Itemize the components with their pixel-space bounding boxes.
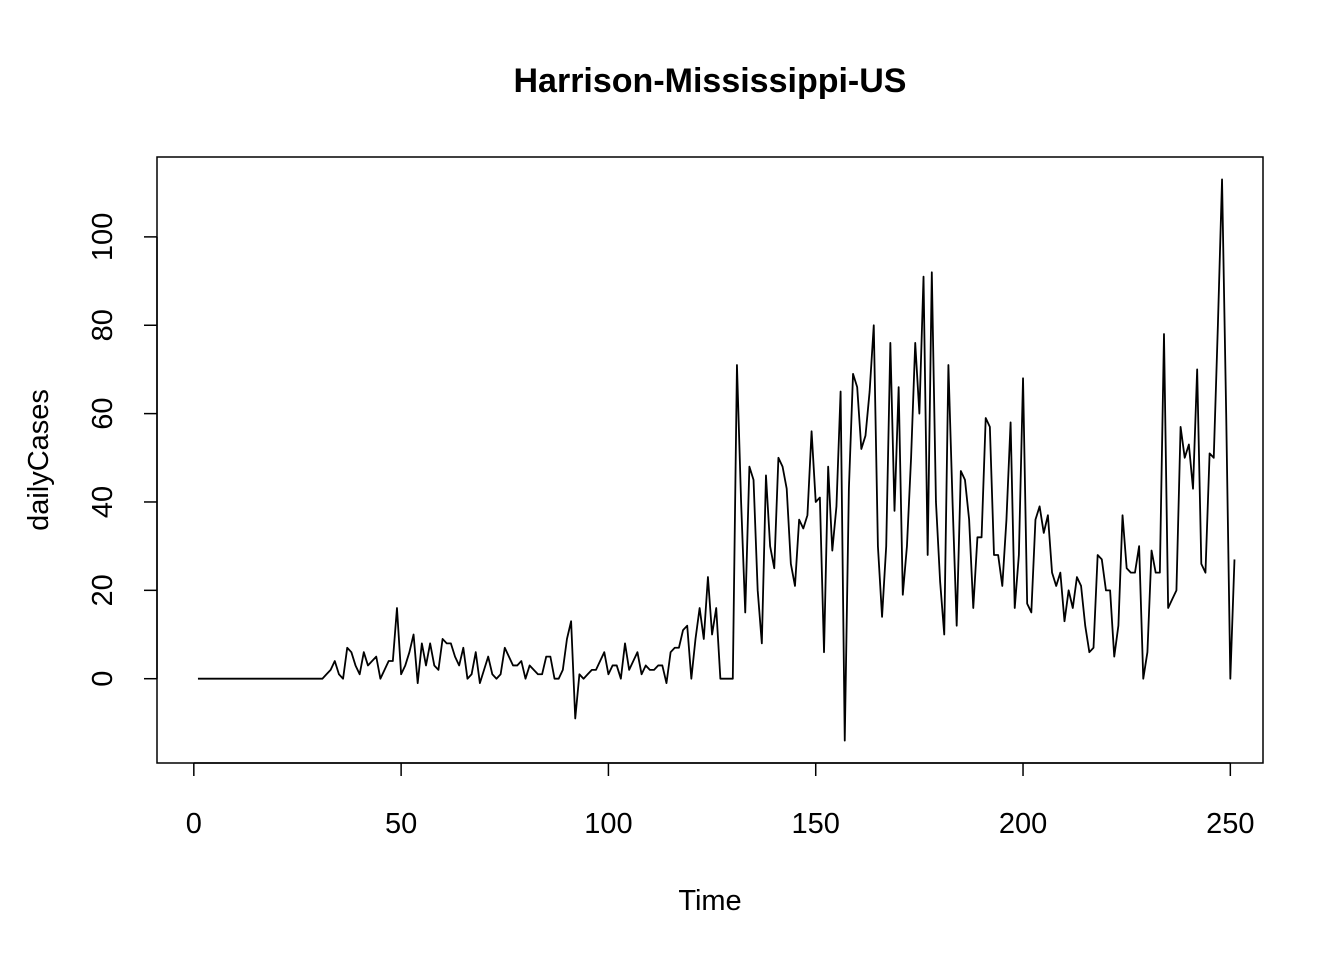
y-axis: 0 20 40 60 80 100 <box>87 213 158 687</box>
x-axis: 0 50 100 150 200 250 <box>186 762 1255 840</box>
y-tick-label: 100 <box>87 213 119 261</box>
y-axis-label: dailyCases <box>23 389 55 531</box>
x-tick-label: 150 <box>792 808 840 840</box>
y-tick-label: 0 <box>87 671 119 687</box>
x-tick-label: 50 <box>385 808 417 840</box>
chart-title: Harrison-Mississippi-US <box>514 62 907 100</box>
series-layer <box>197 178 1236 742</box>
x-tick-label: 250 <box>1206 808 1254 840</box>
x-tick-label: 100 <box>584 808 632 840</box>
y-tick-label: 20 <box>87 574 119 606</box>
y-tick-label: 60 <box>87 397 119 429</box>
plot-frame <box>156 156 1264 764</box>
x-tick-label: 200 <box>999 808 1047 840</box>
series-line-0 <box>197 178 1236 742</box>
y-tick-label: 40 <box>87 486 119 518</box>
x-axis-label: Time <box>678 885 741 917</box>
x-tick-label: 0 <box>186 808 202 840</box>
y-tick-label: 80 <box>87 309 119 341</box>
